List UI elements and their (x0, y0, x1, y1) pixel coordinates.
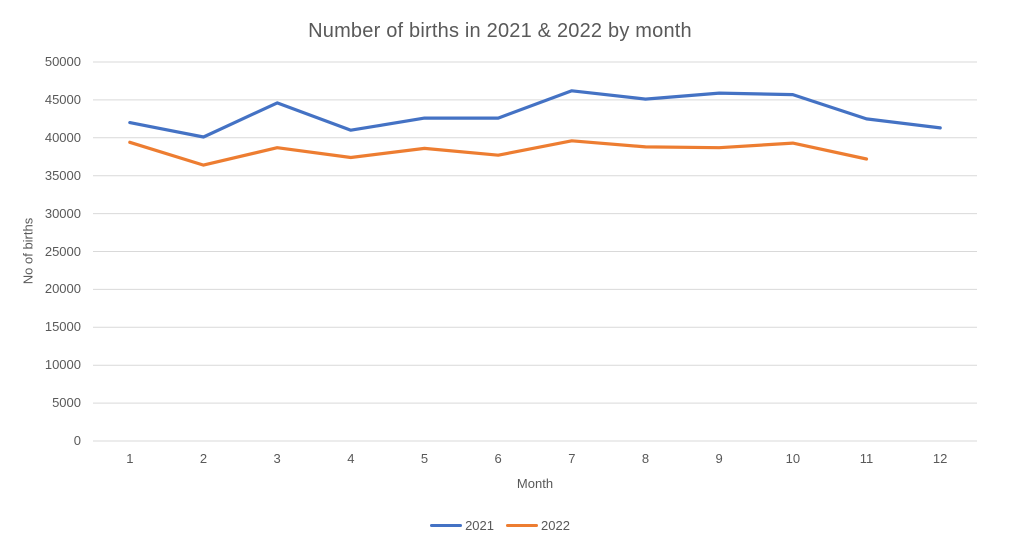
x-tick-label: 2 (199, 451, 208, 466)
y-tick-label: 0 (73, 433, 81, 448)
y-tick-label: 15000 (44, 319, 81, 335)
x-tick-label: 7 (568, 451, 576, 466)
plot-area (93, 61, 977, 442)
legend-line-swatch (506, 524, 538, 527)
legend: 2021 2022 (0, 518, 1000, 533)
x-tick-label: 3 (273, 451, 281, 466)
legend-item-2022: 2022 (506, 518, 570, 533)
x-axis-title: Month (516, 476, 554, 491)
x-tick-label: 5 (420, 451, 429, 466)
y-tick-label: 5000 (52, 395, 81, 411)
x-tick-label: 8 (641, 451, 650, 466)
y-tick-label: 25000 (44, 243, 81, 259)
x-tick-label: 1 (126, 451, 134, 466)
y-tick-label: 20000 (44, 281, 81, 297)
y-tick-label: 50000 (44, 54, 81, 69)
x-tick-label: 9 (715, 451, 723, 466)
legend-label: 2021 (465, 518, 494, 533)
x-tick-label: 11 (859, 451, 874, 466)
x-tick-label: 12 (932, 451, 948, 466)
y-tick-label: 35000 (44, 167, 81, 183)
series-line-2021 (128, 89, 942, 139)
x-tick-label: 10 (785, 451, 801, 466)
y-tick-label: 45000 (44, 91, 81, 107)
series-line-2022 (128, 139, 869, 167)
y-tick-label: 10000 (44, 357, 81, 373)
legend-item-2021: 2021 (430, 518, 494, 533)
legend-label: 2022 (541, 518, 570, 533)
chart-title: Number of births in 2021 & 2022 by month (308, 20, 692, 42)
x-tick-label: 6 (494, 451, 502, 466)
x-tick-label: 4 (347, 451, 355, 466)
legend-line-swatch (430, 524, 463, 527)
y-tick-label: 30000 (44, 205, 81, 221)
y-tick-label: 40000 (44, 129, 81, 145)
